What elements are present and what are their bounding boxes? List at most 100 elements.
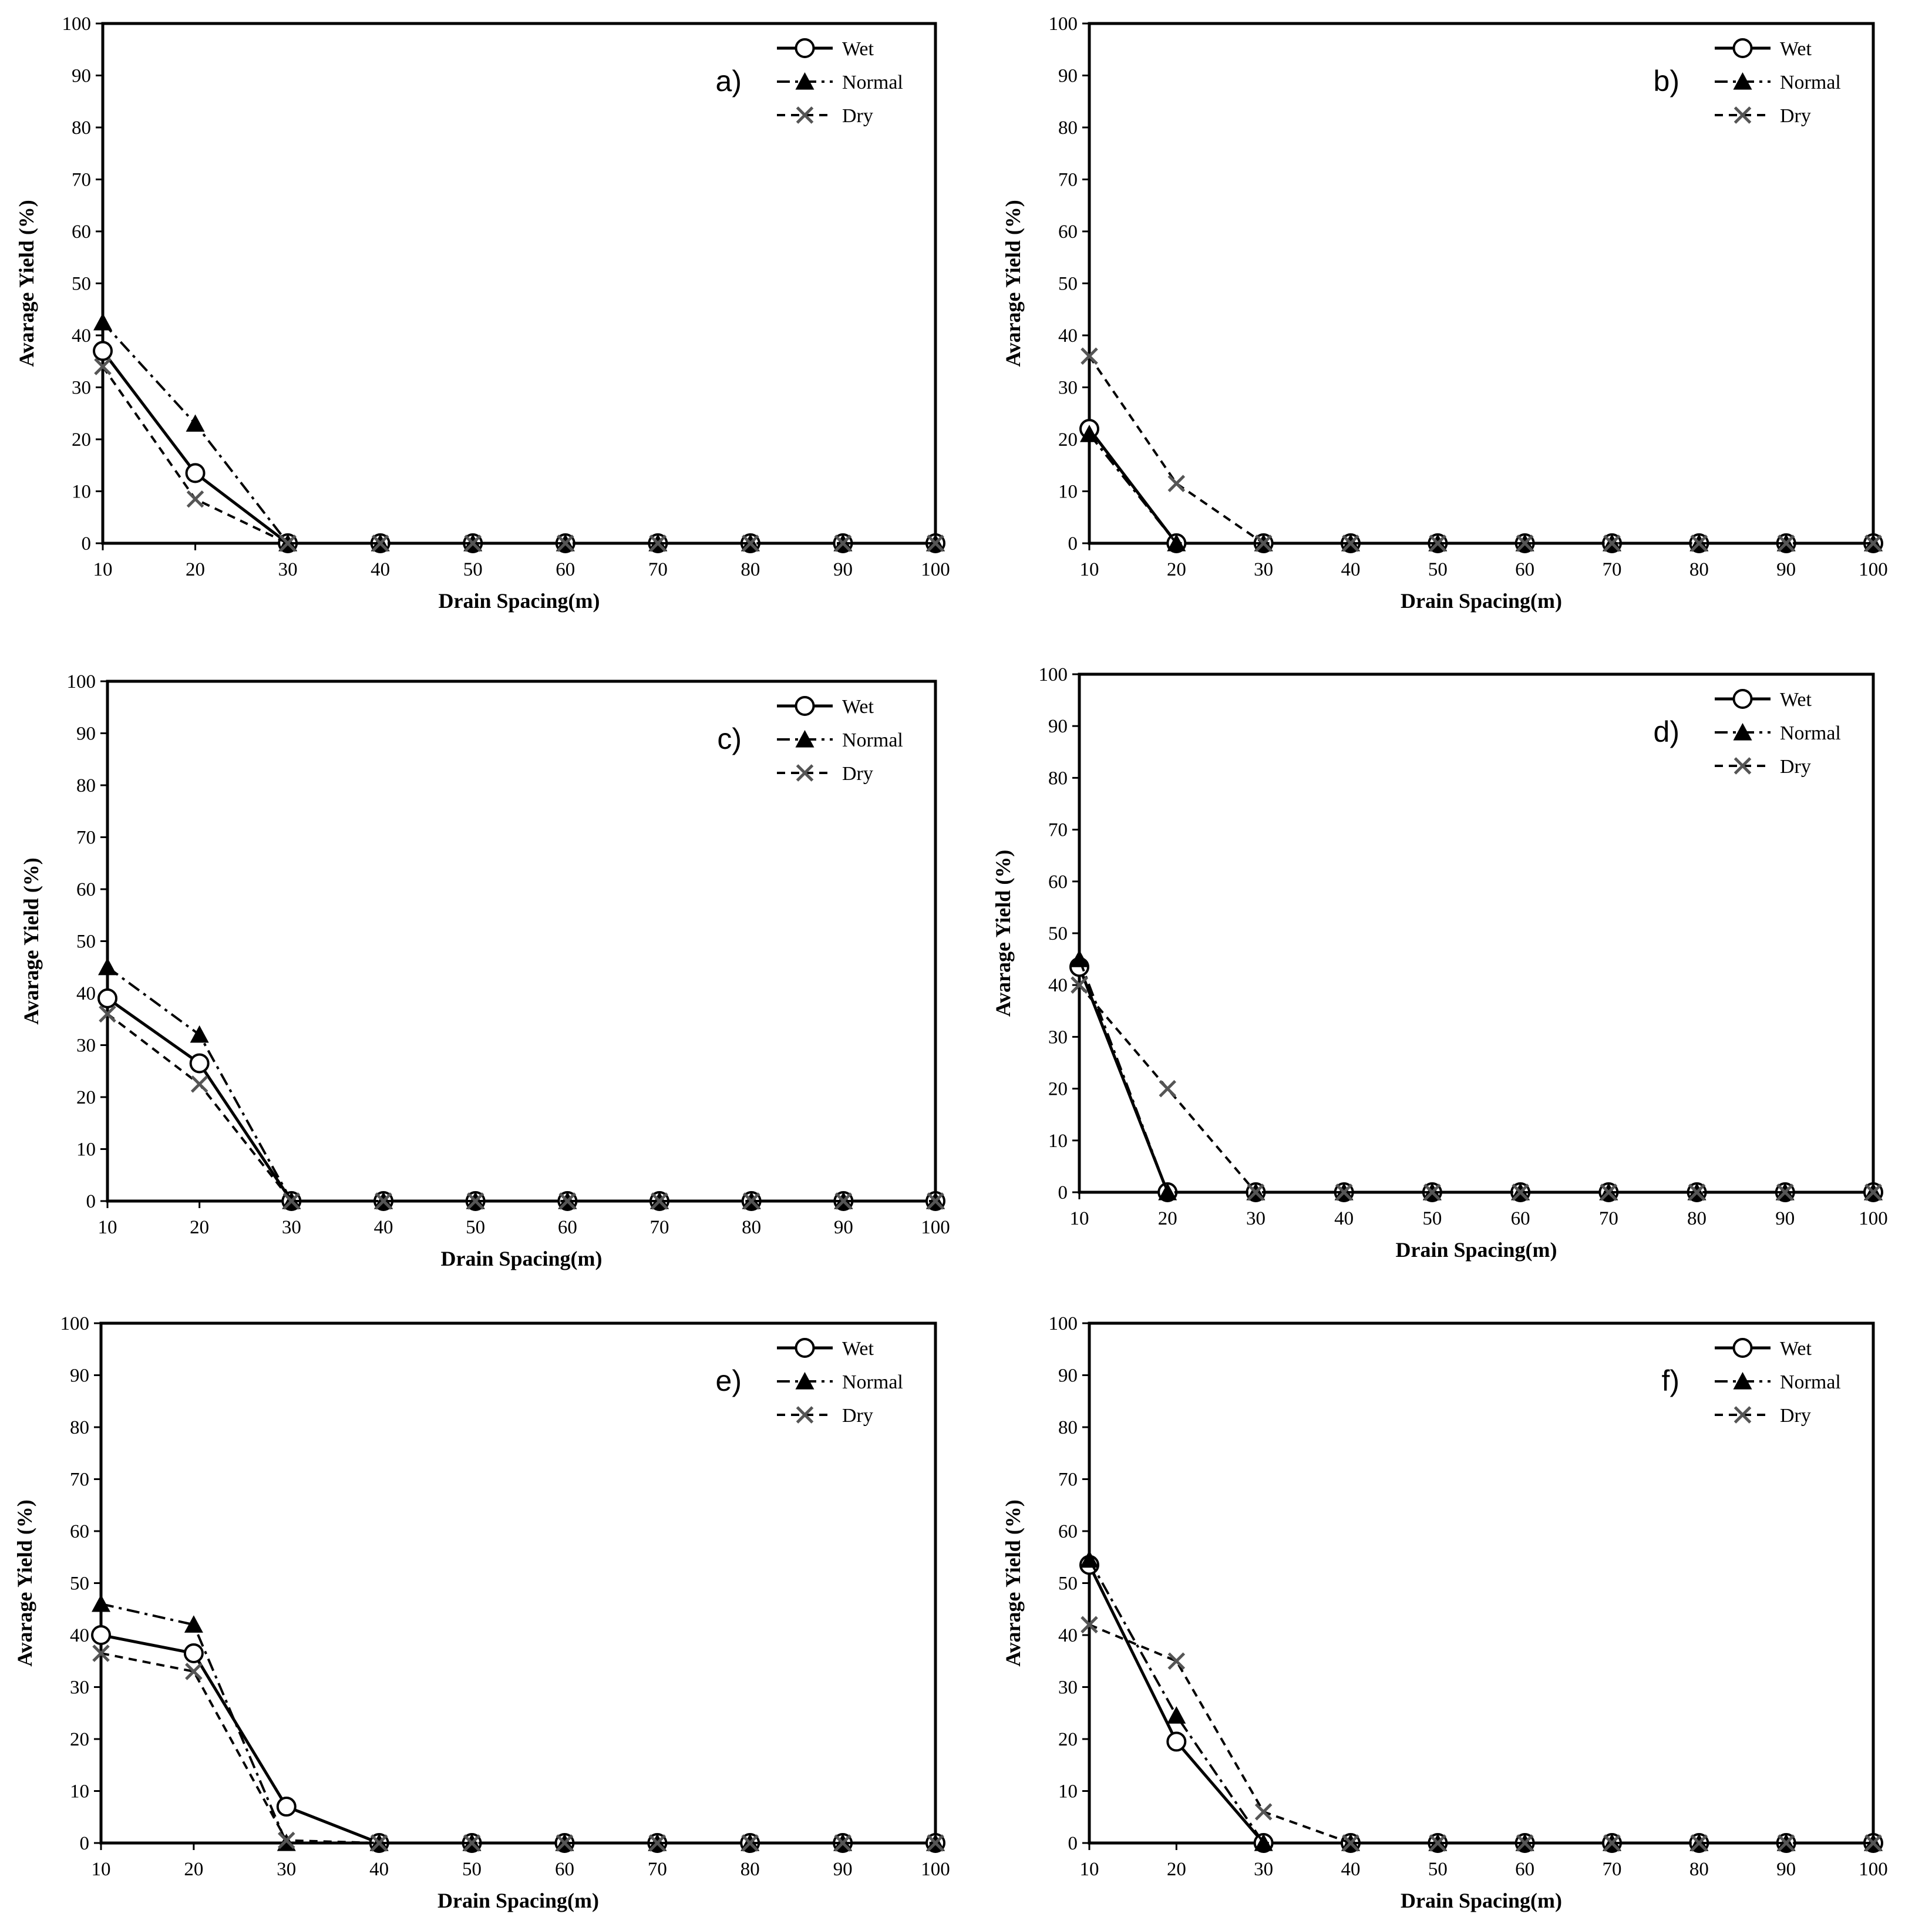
data-point-dry [1254,534,1273,552]
data-point-normal [93,312,112,331]
series-line-normal [1088,1559,1873,1844]
y-tick-label: 10 [1058,1781,1078,1802]
legend-marker-dry [796,764,814,782]
y-tick-label: 60 [76,879,96,900]
series-line-wet [1078,966,1873,1194]
legend-label-dry: Dry [842,105,873,127]
legend-marker-wet [1732,689,1753,709]
data-point-wet [97,988,117,1008]
data-point-dry [190,1075,208,1093]
data-point-normal [1254,1834,1273,1851]
x-tick-label: 80 [1689,559,1709,580]
y-tick-label: 100 [1049,1313,1078,1334]
data-point-dry [1335,1183,1353,1201]
y-tick-label: 20 [72,429,91,450]
data-point-dry [648,1834,667,1852]
y-tick-label: 80 [1048,768,1068,789]
data-point-dry [1603,1834,1621,1852]
y-tick-label: 60 [1058,1521,1078,1542]
x-tick-label: 90 [834,1217,853,1238]
data-point-dry [1864,534,1882,552]
data-point-normal [186,414,205,432]
y-tick-label: 100 [67,671,96,692]
x-tick-label: 60 [1511,1208,1530,1229]
data-point-dry [1600,1183,1618,1201]
y-tick-label: 50 [70,1573,89,1595]
data-point-dry [186,490,204,508]
x-axis-title: Drain Spacing(m) [440,1247,602,1270]
data-point-dry [1777,534,1795,552]
data-point-dry [1081,1616,1098,1634]
panel-label: a) [716,65,742,97]
y-tick-label: 20 [70,1729,89,1750]
x-tick-label: 10 [98,1217,117,1238]
x-tick-label: 40 [1341,559,1361,580]
data-point-normal [1080,425,1099,442]
legend-label-dry: Dry [1780,105,1811,127]
x-axis-title: Drain Spacing(m) [1401,589,1562,613]
data-point-dry [1864,1183,1882,1201]
legend-label-dry: Dry [842,1405,873,1427]
data-point-dry [1342,1834,1359,1852]
data-point-normal [1070,950,1089,967]
y-tick-label: 80 [1058,117,1078,139]
legend-label-normal: Normal [1780,1371,1841,1393]
x-tick-label: 50 [466,1217,485,1238]
data-point-dry [558,1192,577,1210]
y-tick-label: 30 [76,1035,96,1057]
data-point-dry [92,1644,110,1662]
y-tick-label: 70 [76,828,96,849]
plot-frame [1088,22,1875,545]
data-point-dry [279,534,297,552]
y-tick-label: 30 [72,378,91,399]
data-point-dry [741,1834,759,1852]
plot-frame [1078,672,1875,1194]
legend-marker-dry [1734,757,1752,775]
data-point-normal [1158,1183,1177,1200]
y-tick-label: 60 [1048,872,1068,893]
y-tick-label: 100 [62,14,92,35]
panel-label: c) [717,722,742,755]
x-tick-label: 60 [1515,559,1534,580]
data-point-wet [189,1053,210,1074]
y-tick-label: 30 [1058,378,1078,399]
x-tick-label: 100 [1859,1859,1888,1880]
x-tick-label: 50 [463,559,483,580]
x-tick-label: 10 [1080,1859,1099,1880]
data-point-dry [370,1834,388,1852]
x-tick-label: 70 [1599,1208,1618,1229]
data-point-dry [1167,1652,1186,1670]
y-tick-label: 80 [70,1417,89,1438]
x-tick-label: 20 [1167,1859,1186,1880]
data-point-dry [466,1192,484,1210]
y-tick-label: 40 [76,983,96,1004]
data-point-wet [276,1797,297,1817]
y-tick-label: 0 [1068,533,1078,554]
y-tick-label: 10 [72,482,91,503]
legend-label-normal: Normal [842,1371,903,1393]
x-tick-label: 40 [371,559,390,580]
x-tick-label: 10 [1080,559,1099,580]
panel-label: b) [1654,65,1679,97]
y-tick-label: 40 [70,1625,89,1646]
x-tick-label: 40 [369,1859,389,1880]
x-tick-label: 30 [1246,1208,1265,1229]
y-tick-label: 100 [1049,14,1078,35]
data-point-normal [184,1615,203,1633]
series-line-normal [106,966,935,1202]
y-tick-label: 10 [1058,482,1078,503]
y-tick-label: 80 [72,117,91,139]
legend-label-normal: Normal [1780,72,1841,93]
series-line-normal [102,321,935,544]
y-tick-label: 90 [70,1366,89,1387]
y-tick-label: 0 [1068,1833,1078,1854]
x-tick-label: 30 [1254,1859,1273,1880]
x-tick-label: 40 [1334,1208,1354,1229]
data-point-dry [1429,1834,1447,1852]
x-axis-title: Drain Spacing(m) [437,1889,599,1912]
data-point-dry [742,534,759,552]
x-tick-label: 20 [184,1859,203,1880]
